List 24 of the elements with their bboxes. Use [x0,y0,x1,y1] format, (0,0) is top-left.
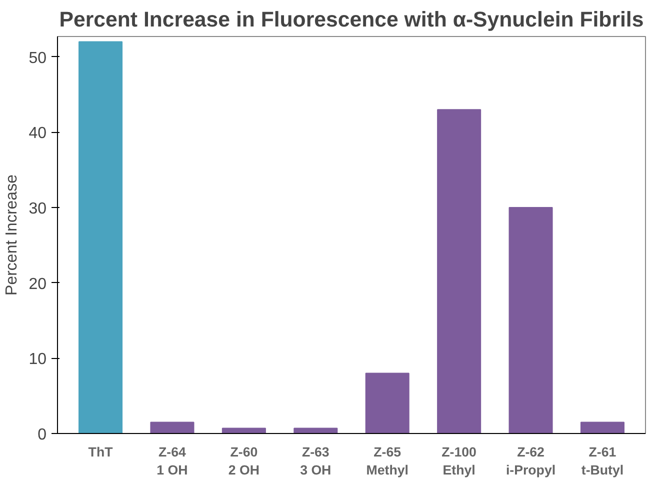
x-tick-label: Z-60 2 OH [228,444,260,478]
bar [365,372,410,434]
bar [150,422,194,434]
bar [222,428,266,434]
y-tick-label: 50 [28,50,47,67]
chart-title: Percent Increase in Fluorescence with α-Synuclein Fibrils [59,8,644,32]
bar [508,207,553,434]
y-tick-label: 0 [38,426,47,444]
bar [437,109,482,434]
y-tick-label: 40 [28,125,47,142]
x-tick-label: Z-65 Methyl [366,444,408,478]
x-tick-label: ThT [88,444,113,460]
x-tick-label: Z-62 i-Propyl [506,444,556,478]
x-tick-label: Z-61 t-Butyl [581,444,624,478]
bar [580,422,624,434]
x-tick-label: Z-64 1 OH [156,444,188,478]
bar [78,41,123,434]
x-tick-label: Z-63 3 OH [300,444,332,478]
y-tick-label: 10 [28,351,47,368]
bar [294,428,338,434]
y-axis-title: Percent Increase [4,174,21,296]
y-tick-label: 20 [28,276,47,293]
y-tick-label: 30 [28,200,47,218]
x-tick-label: Z-100 Ethyl [442,444,476,478]
